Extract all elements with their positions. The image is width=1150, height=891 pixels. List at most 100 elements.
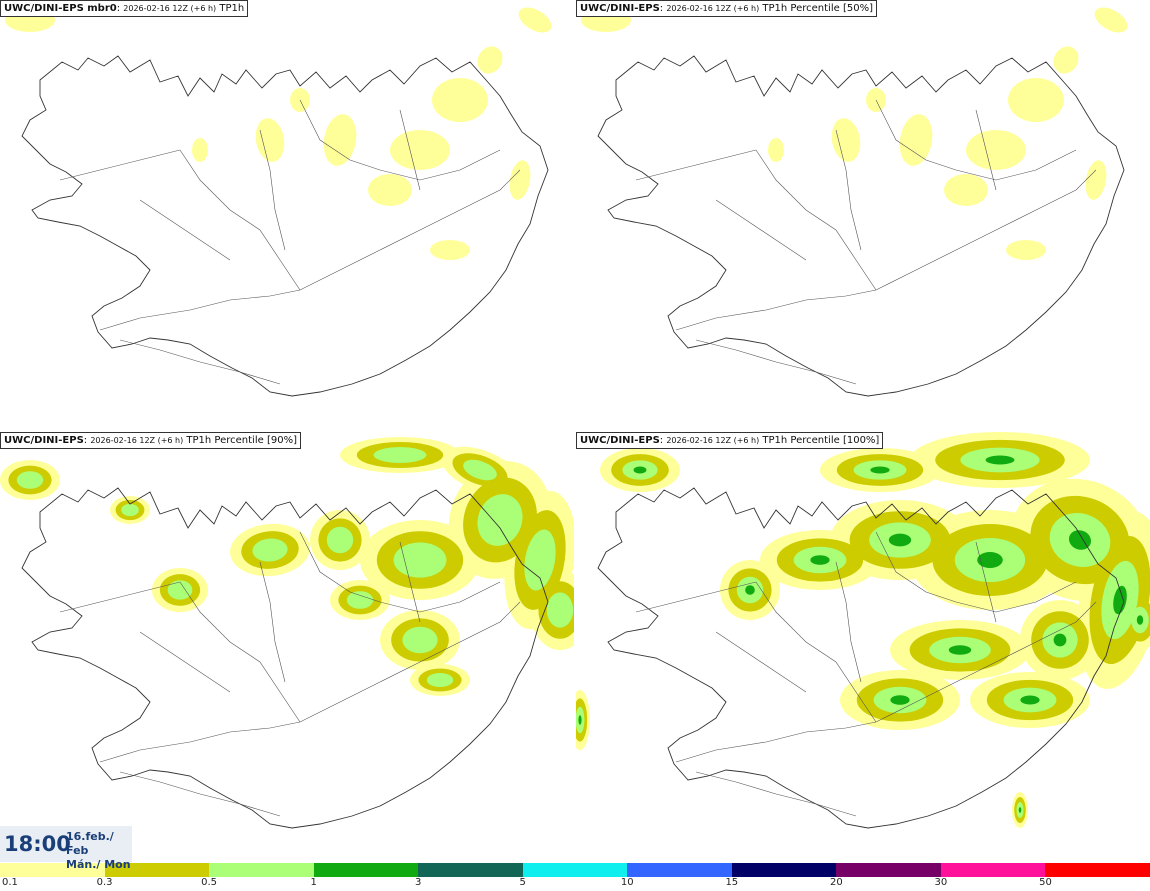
road-line bbox=[835, 561, 862, 683]
road-line bbox=[755, 149, 877, 291]
map-panel-p100: UWC/DINI-EPS: 2026-02-16 12Z (+6 h) TP1h… bbox=[576, 432, 1150, 860]
road-line bbox=[139, 199, 231, 261]
precip-map bbox=[5, 7, 552, 397]
colorbar-segment bbox=[836, 863, 941, 877]
precip-area bbox=[870, 466, 890, 474]
precip-layer bbox=[16, 447, 574, 688]
precip-layer bbox=[581, 7, 1128, 260]
colorbar-segment bbox=[209, 863, 314, 877]
precip-area bbox=[745, 585, 755, 595]
precip-area bbox=[524, 529, 556, 591]
coastline bbox=[21, 487, 549, 829]
precip-map bbox=[576, 432, 1150, 829]
map-panel-p50: UWC/DINI-EPS: 2026-02-16 12Z (+6 h) TP1h… bbox=[576, 0, 1150, 428]
precip-area bbox=[373, 447, 427, 463]
coastline bbox=[597, 487, 1125, 829]
precip-area bbox=[432, 78, 488, 122]
road-line bbox=[975, 541, 997, 623]
colorbar-label: 1 bbox=[310, 877, 317, 888]
precip-area bbox=[1008, 78, 1064, 122]
precip-area bbox=[326, 526, 354, 554]
colorbar-segment bbox=[104, 863, 210, 877]
precip-area bbox=[1085, 160, 1107, 200]
precip-area bbox=[477, 494, 523, 546]
colorbar-segment bbox=[522, 863, 628, 877]
coastline bbox=[597, 55, 1125, 397]
precip-area bbox=[890, 695, 910, 705]
precip-area bbox=[1006, 240, 1046, 260]
colorbar-label: 20 bbox=[829, 877, 843, 888]
colorbar-segment bbox=[313, 863, 419, 877]
road-line bbox=[835, 129, 862, 251]
road-line bbox=[179, 581, 301, 723]
colorbar-label: 10 bbox=[620, 877, 634, 888]
road-line bbox=[875, 531, 1077, 613]
road-line bbox=[695, 771, 857, 817]
road-line bbox=[635, 149, 757, 181]
panel-title: UWC/DINI-EPS: 2026-02-16 12Z (+6 h) TP1h… bbox=[576, 432, 884, 449]
colorbar-label: 0.3 bbox=[96, 877, 113, 888]
precip-area bbox=[1018, 807, 1022, 813]
precip-colorbar bbox=[0, 863, 1150, 877]
precip-area bbox=[546, 592, 574, 628]
precip-layer bbox=[5, 7, 552, 260]
precip-area bbox=[977, 552, 1003, 568]
precip-area bbox=[985, 455, 1015, 465]
road-line bbox=[399, 109, 421, 191]
precip-area bbox=[346, 591, 374, 609]
precip-area bbox=[477, 46, 503, 74]
colorbar-label: 0.1 bbox=[2, 877, 18, 888]
precip-layer bbox=[578, 455, 1144, 813]
map-panel-p90: UWC/DINI-EPS: 2026-02-16 12Z (+6 h) TP1h… bbox=[0, 432, 574, 860]
road-line bbox=[675, 601, 1097, 763]
road-line bbox=[59, 581, 181, 613]
precip-area bbox=[944, 174, 988, 206]
valid-time: 18:00 bbox=[4, 832, 71, 856]
colorbar-label: 0.5 bbox=[201, 877, 218, 888]
colorbar-labels: 0.1 0.3 0.5 1 3 5 10 15 20 30 50 bbox=[0, 877, 1150, 891]
road-line bbox=[119, 339, 281, 385]
map-panel-member0: UWC/DINI-EPS mbr0: 2026-02-16 12Z (+6 h)… bbox=[0, 0, 574, 428]
colorbar-label: 30 bbox=[934, 877, 948, 888]
precip-area bbox=[1094, 7, 1128, 33]
precip-area bbox=[888, 533, 912, 547]
road-line bbox=[259, 129, 286, 251]
colorbar-label: 15 bbox=[725, 877, 739, 888]
coastline bbox=[21, 55, 549, 397]
road-line bbox=[99, 601, 521, 763]
precip-area bbox=[16, 471, 44, 489]
precip-area bbox=[323, 114, 357, 166]
road-line bbox=[259, 561, 286, 683]
precip-area bbox=[430, 240, 470, 260]
colorbar-segment bbox=[1045, 863, 1150, 877]
road-line bbox=[299, 99, 501, 181]
road-line bbox=[179, 149, 301, 291]
precip-area bbox=[192, 138, 208, 162]
precip-area bbox=[899, 114, 933, 166]
precip-area bbox=[426, 672, 454, 688]
precip-area bbox=[1113, 585, 1127, 615]
precip-area bbox=[1020, 695, 1040, 705]
panel-title: UWC/DINI-EPS mbr0: 2026-02-16 12Z (+6 h)… bbox=[0, 0, 249, 17]
precip-area bbox=[1136, 615, 1144, 625]
precip-area bbox=[966, 130, 1026, 170]
colorbar-label: 5 bbox=[519, 877, 526, 888]
colorbar-segment bbox=[940, 863, 1046, 877]
valid-date: 16.feb./ Feb Mán./ Mon bbox=[66, 830, 131, 871]
road-line bbox=[715, 199, 807, 261]
precip-area bbox=[255, 118, 285, 162]
colorbar-label: 50 bbox=[1039, 877, 1052, 888]
precip-area bbox=[402, 626, 438, 654]
road-line bbox=[119, 771, 281, 817]
precip-area bbox=[810, 555, 830, 565]
precip-area bbox=[1053, 633, 1067, 647]
precip-area bbox=[167, 580, 193, 600]
precip-area bbox=[252, 538, 288, 562]
precip-area bbox=[948, 645, 972, 655]
precip-area bbox=[633, 466, 647, 474]
colorbar-segment bbox=[731, 863, 837, 877]
precip-area bbox=[768, 138, 784, 162]
precip-area bbox=[390, 130, 450, 170]
precip-area bbox=[1053, 46, 1079, 74]
road-line bbox=[695, 339, 857, 385]
